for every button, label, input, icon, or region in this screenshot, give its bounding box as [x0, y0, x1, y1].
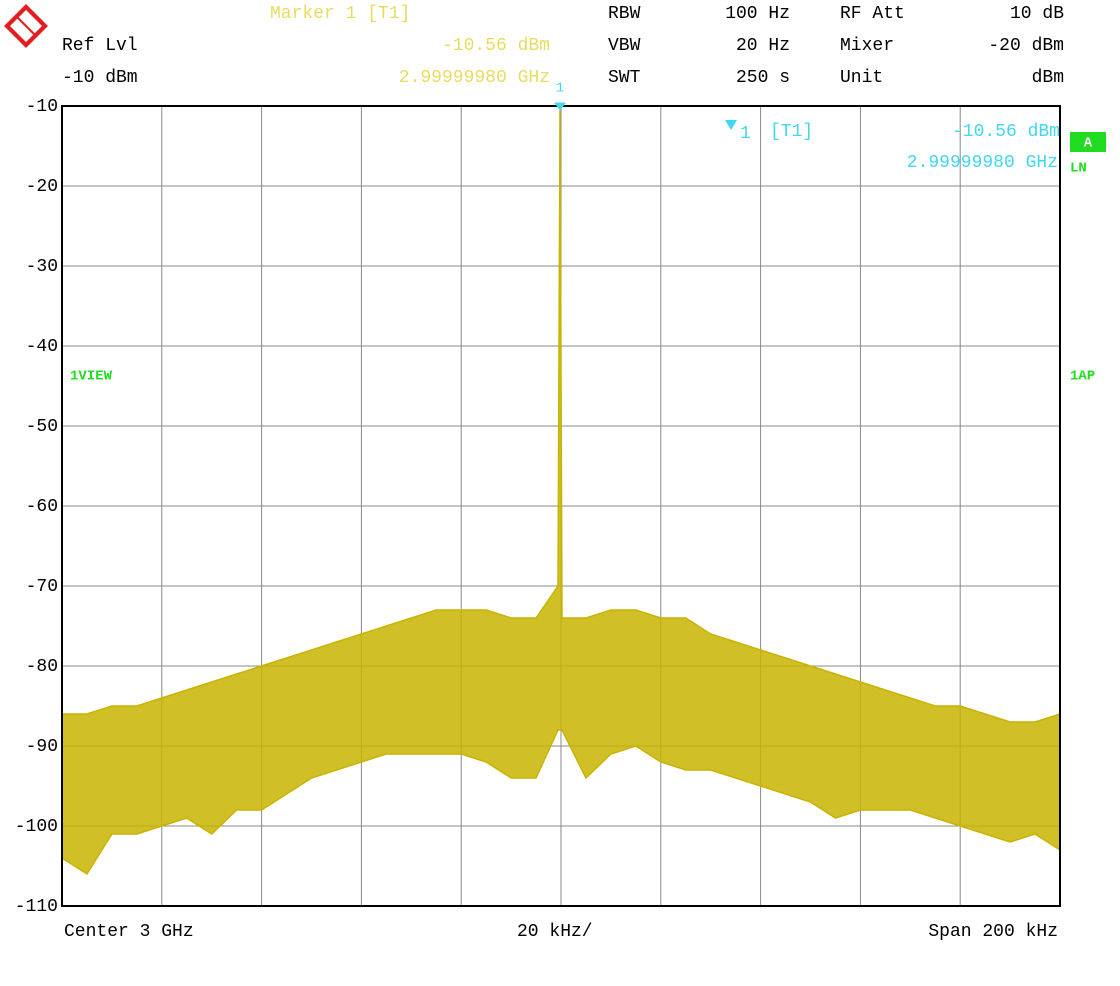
center: Center 3 GHz	[64, 922, 194, 942]
ap-label: 1AP	[1070, 369, 1095, 385]
setting-name: RF Att	[840, 4, 905, 24]
marker-legend-tag: [T1]	[770, 122, 813, 142]
setting-name: Mixer	[840, 36, 894, 56]
y-tick-label: -30	[26, 257, 58, 277]
y-tick-label: -100	[15, 817, 58, 837]
ref-level-label: Ref Lvl	[62, 36, 138, 56]
y-tick-label: -20	[26, 177, 58, 197]
setting-value: 10 dB	[1010, 4, 1064, 24]
marker-number: 1	[556, 81, 564, 97]
trace-box	[1070, 132, 1106, 152]
setting-name: RBW	[608, 4, 641, 24]
marker-title: Marker 1 [T1]	[270, 4, 410, 24]
span: Span 200 kHz	[928, 922, 1058, 942]
setting-value: 250 s	[736, 68, 790, 88]
y-tick-label: -10	[26, 97, 58, 117]
y-tick-label: -80	[26, 657, 58, 677]
y-tick-label: -70	[26, 577, 58, 597]
trace	[61, 729, 1061, 876]
logo	[4, 4, 48, 48]
y-tick-label: -40	[26, 337, 58, 357]
y-tick-label: -90	[26, 737, 58, 757]
trace-box-label: A	[1084, 136, 1093, 152]
div: 20 kHz/	[517, 922, 593, 942]
setting-value: -20 dBm	[988, 36, 1064, 56]
marker-legend-icon	[725, 120, 737, 130]
setting-name: Unit	[840, 68, 883, 88]
setting-value: dBm	[1032, 68, 1064, 88]
y-tick-label: -110	[15, 897, 58, 917]
marker-legend-level: -10.56 dBm	[952, 122, 1060, 142]
y-tick-label: -50	[26, 417, 58, 437]
marker-legend-freq: 2.99999980 GHz	[907, 153, 1058, 173]
y-tick-label: -60	[26, 497, 58, 517]
marker	[554, 102, 567, 111]
setting-value: 100 Hz	[725, 4, 790, 24]
marker-legend-number: 1	[740, 124, 751, 144]
marker-level: -10.56 dBm	[442, 36, 550, 56]
view-label: 1VIEW	[70, 369, 113, 385]
marker-freq: 2.99999980 GHz	[399, 68, 550, 88]
setting-value: 20 Hz	[736, 36, 790, 56]
detector: LN	[1070, 161, 1087, 177]
setting-name: VBW	[608, 36, 641, 56]
ref-level: -10 dBm	[62, 68, 138, 88]
setting-name: SWT	[608, 68, 641, 88]
